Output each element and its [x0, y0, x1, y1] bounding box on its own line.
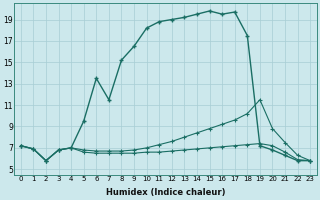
X-axis label: Humidex (Indice chaleur): Humidex (Indice chaleur) — [106, 188, 225, 197]
